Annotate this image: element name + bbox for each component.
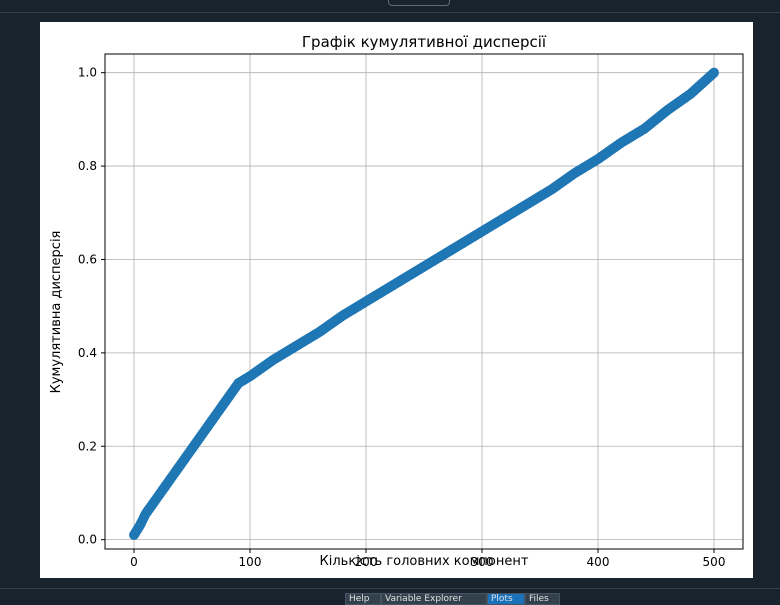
y-tick-label: 0.2 bbox=[78, 439, 97, 453]
x-axis-label: Кількість головних компонент bbox=[320, 554, 529, 569]
tab-help[interactable]: Help bbox=[345, 593, 381, 605]
x-tick-label: 200 bbox=[355, 555, 378, 569]
x-tick-label: 300 bbox=[471, 555, 494, 569]
grid-layer bbox=[105, 54, 743, 549]
chart-title: Графік кумулятивної дисперсії bbox=[302, 33, 547, 51]
tab-files[interactable]: Files bbox=[525, 593, 560, 605]
scatter-points bbox=[129, 67, 719, 540]
y-tick-label: 0.0 bbox=[78, 533, 97, 547]
toolbar-tab[interactable] bbox=[388, 0, 450, 6]
data-point bbox=[709, 67, 719, 78]
plot-panel: 0 100 200 300 400 500 0.0 0.2 0.4 0.6 0.8 1.0 Графі… bbox=[40, 22, 753, 578]
x-tick-label: 400 bbox=[587, 555, 610, 569]
x-tick-label: 100 bbox=[239, 555, 262, 569]
y-tick-label: 0.8 bbox=[78, 159, 97, 173]
x-tick-label: 500 bbox=[703, 555, 726, 569]
cumulative-variance-chart: 0 100 200 300 400 500 0.0 0.2 0.4 0.6 0.8 1.0 Графі… bbox=[49, 33, 744, 569]
y-axis-label: Кумулятивна дисперсія bbox=[49, 231, 64, 394]
axes-frame bbox=[104, 53, 744, 550]
tab-plots[interactable]: Plots bbox=[487, 593, 525, 605]
bottom-pane-bar: Help Variable Explorer Plots Files bbox=[0, 588, 780, 605]
y-tick-label: 0.4 bbox=[78, 346, 97, 360]
tab-variable-explorer[interactable]: Variable Explorer bbox=[381, 593, 487, 605]
y-tick-label: 0.6 bbox=[78, 252, 97, 266]
ticks-layer: 0 100 200 300 400 500 0.0 0.2 0.4 0.6 0.8 1.0 bbox=[78, 66, 726, 569]
top-toolbar bbox=[0, 0, 780, 13]
y-tick-label: 1.0 bbox=[78, 66, 97, 80]
x-tick-label: 0 bbox=[130, 555, 138, 569]
